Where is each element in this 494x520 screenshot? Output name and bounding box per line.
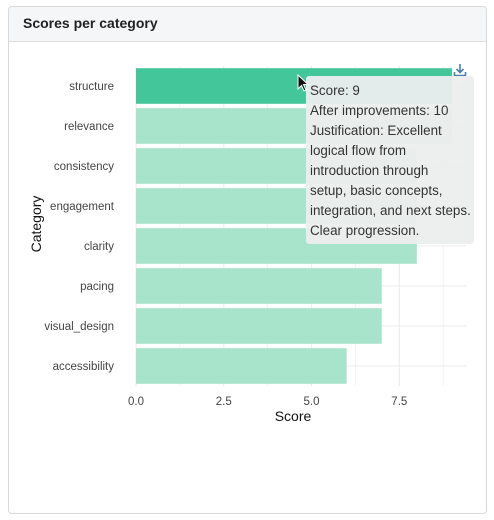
y-tick-label: accessibility bbox=[53, 361, 115, 373]
card-title: Scores per category bbox=[23, 15, 158, 31]
y-tick-label: visual_design bbox=[44, 321, 114, 333]
mouse-pointer-icon bbox=[297, 74, 310, 92]
x-tick-label: 0.0 bbox=[128, 396, 144, 408]
tooltip-line: setup, basic concepts, bbox=[310, 183, 443, 198]
y-tick-label: relevance bbox=[64, 121, 114, 133]
y-tick-label: consistency bbox=[54, 161, 114, 173]
x-axis-title: Score bbox=[275, 408, 312, 424]
y-tick-label: clarity bbox=[84, 241, 114, 253]
tooltip-line: introduction through bbox=[310, 163, 429, 178]
x-tick-label: 5.0 bbox=[304, 396, 320, 408]
tooltip-line: Clear progression. bbox=[310, 223, 420, 238]
tooltip-line: logical flow from bbox=[310, 143, 406, 158]
card-header: Scores per category bbox=[9, 7, 486, 42]
tooltip-line: Justification: Excellent bbox=[310, 123, 442, 138]
y-tick-label: engagement bbox=[50, 201, 115, 213]
y-tick-label: structure bbox=[69, 81, 114, 93]
tooltip-line: integration, and next steps. bbox=[310, 203, 471, 218]
x-tick-label: 7.5 bbox=[391, 396, 407, 408]
tooltip-line: After improvements: 10 bbox=[310, 103, 449, 118]
bar-accessibility bbox=[136, 348, 347, 384]
bar-pacing bbox=[136, 268, 382, 304]
bar-visual_design bbox=[136, 308, 382, 344]
y-axis-title: Category bbox=[28, 196, 44, 253]
tooltip-line: Score: 9 bbox=[310, 83, 360, 98]
y-tick-label: pacing bbox=[80, 281, 114, 293]
tooltip: Score: 9 After improvements: 10 Justific… bbox=[306, 76, 474, 244]
download-icon[interactable] bbox=[452, 62, 468, 78]
x-tick-label: 2.5 bbox=[216, 396, 232, 408]
